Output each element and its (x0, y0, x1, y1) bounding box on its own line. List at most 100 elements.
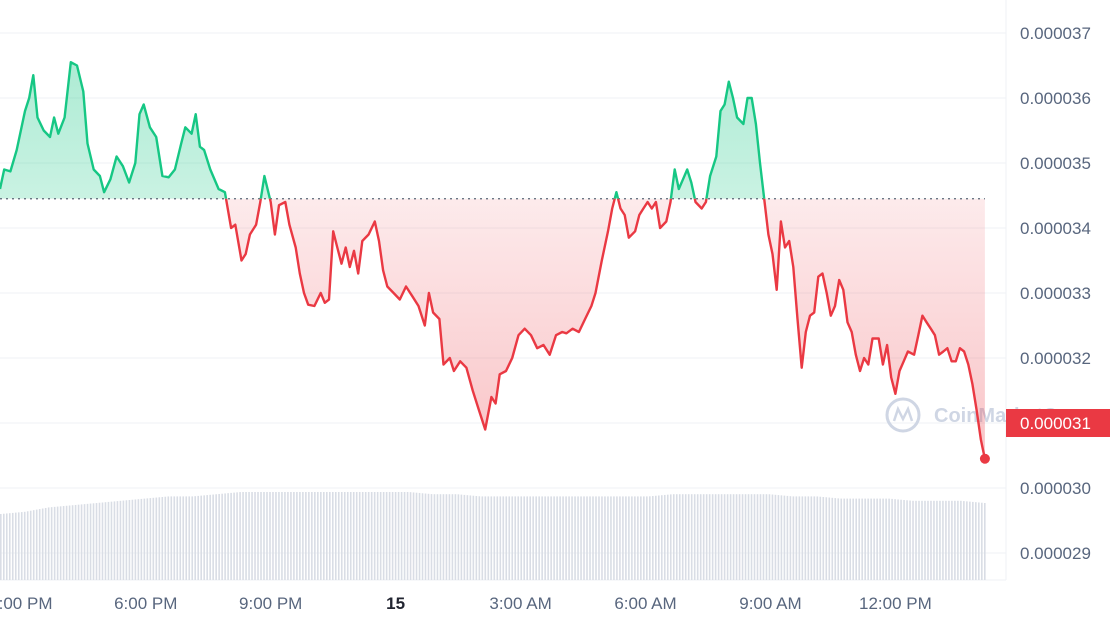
volume-bar (652, 496, 654, 580)
volume-bar (957, 500, 959, 580)
volume-bar (367, 492, 370, 580)
volume-bar (969, 501, 971, 580)
volume-bar (523, 496, 526, 580)
y-tick-label: 0.000033 (1020, 284, 1091, 303)
volume-bar (891, 498, 893, 580)
volume-bar (798, 496, 801, 580)
volume-bar (436, 494, 439, 580)
volume-bar (140, 498, 143, 580)
volume-bar (855, 498, 857, 580)
volume-bar (221, 493, 223, 580)
volume-bar (266, 492, 268, 580)
volume-bar (771, 494, 774, 580)
volume-bar (589, 496, 591, 580)
volume-bar (846, 498, 849, 580)
volume-bar (714, 494, 717, 580)
volume-bar (879, 498, 881, 580)
volume-bar (909, 500, 911, 580)
volume-bar (11, 512, 14, 580)
area-fill-up (0, 62, 765, 199)
volume-bar (233, 492, 235, 580)
volume-bar (544, 496, 546, 580)
volume-bar (311, 492, 313, 580)
volume-bar (314, 492, 316, 580)
volume-bar (684, 494, 687, 580)
volume-bar (101, 502, 104, 580)
volume-bar (640, 496, 642, 580)
volume-bar (113, 501, 116, 580)
volume-bar (532, 496, 534, 580)
volume-bar (831, 497, 834, 580)
volume-bar (284, 492, 286, 580)
volume-bar (134, 499, 137, 580)
volume-bar (628, 496, 630, 580)
volume-bar (269, 492, 271, 580)
volume-bar (388, 492, 391, 580)
volume-bar (801, 496, 804, 580)
volume-bar (272, 492, 274, 580)
volume-bar (484, 496, 487, 580)
volume-bar (227, 493, 229, 580)
volume-bar (230, 492, 232, 580)
volume-bar (188, 496, 191, 580)
volume-bar (2, 513, 5, 580)
volume-bar (876, 498, 878, 580)
volume-bar (553, 496, 555, 580)
volume-bar (355, 492, 358, 580)
volume-bar (768, 494, 771, 580)
volume-bar (882, 498, 884, 580)
volume-bar (903, 499, 905, 580)
volume-bar (744, 494, 747, 580)
volume-bar (92, 503, 95, 580)
volume-bar (424, 493, 427, 580)
volume-bar (119, 500, 122, 580)
volume-bar (179, 496, 182, 580)
volume-bar (185, 496, 188, 580)
volume-bar (116, 501, 119, 580)
volume-bar (14, 512, 17, 580)
volume-bar (915, 500, 917, 580)
volume-bar (412, 492, 415, 580)
volume-bar (849, 498, 852, 580)
volume-bar (155, 497, 158, 580)
volume-bar (206, 495, 208, 580)
volume-bar (571, 496, 573, 580)
volume-bar (732, 494, 735, 580)
volume-bar (463, 494, 466, 580)
volume-bar (723, 494, 726, 580)
volume-bar (158, 497, 161, 580)
volume-bar (215, 494, 217, 580)
volume-bar (23, 511, 26, 580)
volume-bar (397, 492, 400, 580)
price-badge-bg (1006, 409, 1110, 437)
volume-bar (873, 498, 875, 580)
volume-bar (574, 496, 576, 580)
volume-bar (786, 495, 789, 580)
volume-bar (912, 500, 914, 580)
volume-bar (329, 492, 331, 580)
volume-bar (50, 507, 53, 580)
volume-bar (864, 498, 866, 580)
volume-bar (963, 501, 965, 580)
volume-bar (753, 494, 756, 580)
volume-bar (505, 496, 508, 580)
volume-bar (789, 496, 792, 580)
volume-bar (448, 494, 451, 580)
x-tick-label: 6:00 AM (614, 594, 676, 613)
volume-bar (792, 496, 795, 580)
volume-bar (257, 492, 259, 580)
volume-bar (349, 492, 352, 580)
volume-bar (29, 510, 32, 580)
volume-bar (469, 495, 472, 580)
volume-bar (681, 494, 684, 580)
volume-bar (457, 494, 460, 580)
volume-bar (592, 496, 594, 580)
volume-bar (975, 502, 977, 580)
volume-bar (403, 492, 406, 580)
volume-bar (942, 500, 944, 580)
volume-bar (451, 494, 454, 580)
volume-bar (275, 492, 277, 580)
volume-bar (358, 492, 361, 580)
volume-bar (828, 497, 831, 580)
